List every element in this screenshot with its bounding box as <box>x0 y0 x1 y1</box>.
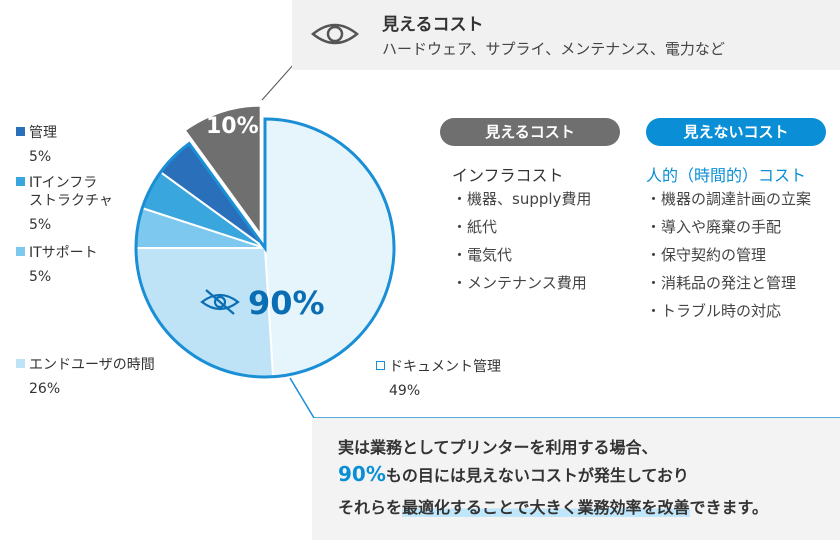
summary-line-3-pre: それらを <box>338 498 403 517</box>
list-item: ・電気代 <box>452 246 513 264</box>
legend-label: 管理 <box>29 125 57 141</box>
top-connector-line <box>261 63 295 101</box>
eye-slash-icon <box>200 289 240 315</box>
list-item: ・メンテナンス費用 <box>452 274 587 292</box>
legend-swatch <box>16 247 25 256</box>
visible-cost-heading: インフラコスト <box>452 166 564 185</box>
list-item: ・保守契約の管理 <box>646 246 767 264</box>
summary-line-2: 90%もの目には見えないコストが発生しており <box>338 462 689 486</box>
legend-item-it-support: ITサポート 5% <box>16 244 98 286</box>
list-item: ・紙代 <box>452 218 498 236</box>
legend-item-document: ドキュメント管理 49% <box>376 358 501 400</box>
pie-slice-0 <box>264 117 395 378</box>
summary-line-3-post: できます。 <box>689 498 768 517</box>
legend-item-it-infra: ITインフラ ストラクチャ 5% <box>16 174 113 234</box>
list-item: ・トラブル時の対応 <box>646 302 782 320</box>
summary-callout: 実は業務としてプリンターを利用する場合、 90%もの目には見えないコストが発生し… <box>312 418 840 540</box>
visible-share-label: 10% <box>206 114 259 139</box>
legend-value: 5% <box>29 217 52 233</box>
list-item: ・機器の調達計画の立案 <box>646 190 812 208</box>
legend-label: ITインフラ <box>29 175 98 191</box>
summary-line-3: それらを最適化することで大きく業務効率を改善できます。 <box>338 494 768 518</box>
list-item: ・導入や廃棄の手配 <box>646 218 782 236</box>
visible-cost-title: 見えるコスト <box>382 15 484 35</box>
eye-icon <box>311 23 359 45</box>
list-item: ・消耗品の発注と管理 <box>646 274 797 292</box>
summary-highlight: 最適化することで大きく業務効率を改善 <box>402 498 690 517</box>
invisible-cost-heading: 人的（時間的）コスト <box>646 166 807 185</box>
bottom-connector-line <box>289 377 840 419</box>
summary-accent: 90% <box>338 462 386 486</box>
legend-swatch <box>16 359 25 368</box>
hidden-share-label: 90% <box>248 284 325 322</box>
legend-value: 49% <box>389 383 421 399</box>
summary-line-1: 実は業務としてプリンターを利用する場合、 <box>338 438 658 457</box>
legend-value: 26% <box>29 381 61 397</box>
legend-label-line2: ストラクチャ <box>29 193 113 209</box>
legend-label: ドキュメント管理 <box>389 359 501 375</box>
list-item: ・機器、supply費用 <box>452 190 592 208</box>
summary-line-2-rest: もの目には見えないコストが発生しており <box>385 466 689 485</box>
invisible-cost-list: ・機器の調達計画の立案 ・導入や廃棄の手配 ・保守契約の管理 ・消耗品の発注と管… <box>646 188 811 328</box>
legend-value: 5% <box>29 269 52 285</box>
legend-swatch <box>376 361 385 370</box>
legend-value: 5% <box>29 149 52 165</box>
hidden-cost-outline <box>134 117 396 379</box>
visible-cost-list: ・機器、supply費用 ・紙代 ・電気代 ・メンテナンス費用 <box>452 188 591 300</box>
legend-swatch <box>16 177 25 186</box>
invisible-cost-pill: 見えないコスト <box>646 118 826 146</box>
legend-label: ITサポート <box>29 245 98 261</box>
legend-label: エンドユーザの時間 <box>29 357 155 373</box>
legend-item-kanri: 管理 5% <box>16 124 57 166</box>
visible-cost-pill: 見えるコスト <box>440 118 620 146</box>
pie-slice-5 <box>183 104 262 238</box>
visible-cost-callout: 見えるコスト ハードウェア、サプライ、メンテナンス、電力など <box>292 0 840 70</box>
legend-swatch <box>16 127 25 136</box>
legend-item-end-user: エンドユーザの時間 26% <box>16 356 155 398</box>
visible-cost-subtitle: ハードウェア、サプライ、メンテナンス、電力など <box>382 40 725 58</box>
